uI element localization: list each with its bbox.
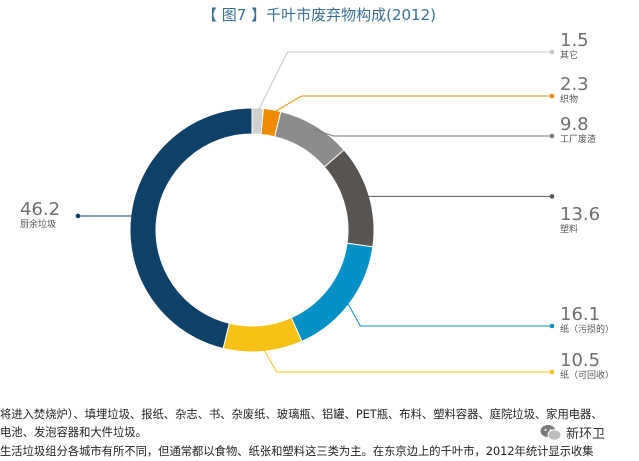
slice-4: [290, 242, 374, 343]
leader-dot-6: [75, 213, 81, 219]
text-line-3: 生活垃圾组分各城市有所不同，但通常都以食物、纸张和塑料这三类为主。在东京边上的千…: [0, 445, 594, 458]
value-label-6: 46.2: [20, 199, 60, 220]
leader-line-5: [262, 347, 552, 373]
leader-dot-1: [549, 93, 555, 99]
value-label-4: 16.1: [560, 304, 600, 325]
category-label-1: 织物: [560, 93, 578, 105]
value-label-0: 1.5: [560, 30, 589, 51]
category-label-0: 其它: [560, 49, 578, 61]
category-label-4: 纸（污损的）: [560, 323, 614, 335]
leader-line-1: [271, 95, 552, 115]
value-label-2: 9.8: [560, 114, 589, 135]
wechat-icon: [540, 424, 562, 441]
slice-5: [222, 316, 303, 353]
category-label-3: 塑料: [560, 223, 578, 235]
slice-3: [323, 149, 375, 248]
text-line-1: 将进入焚烧炉）、填埋垃圾、报纸、杂志、书、杂废纸、玻璃瓶、铝罐、PET瓶、布料、…: [0, 408, 603, 421]
leader-dot-0: [549, 49, 555, 55]
slice-6: [129, 107, 253, 350]
leader-dot-4: [549, 323, 555, 329]
leader-line-2: [313, 128, 552, 137]
donut: [129, 107, 375, 353]
leader-dot-3: [549, 194, 555, 199]
leader-line-4: [345, 300, 552, 327]
watermark: 新环卫: [540, 423, 605, 442]
leader-lines: [75, 49, 555, 375]
category-label-6: 厨余垃圾: [20, 218, 56, 230]
category-label-2: 工厂废渣: [560, 133, 596, 145]
value-label-1: 2.3: [560, 74, 589, 95]
watermark-label: 新环卫: [566, 427, 606, 442]
leader-line-0: [257, 51, 552, 113]
value-label-3: 13.6: [560, 204, 600, 225]
text-line-2: 电池、发泡容器和大件垃圾。: [0, 426, 147, 439]
category-label-5: 纸（可回收）: [560, 369, 614, 381]
leader-dot-5: [549, 369, 555, 375]
chart-title: 【 图7 】千叶市废弃物构成(2012): [202, 6, 436, 24]
value-label-5: 10.5: [560, 350, 600, 371]
leader-dot-2: [549, 133, 555, 139]
